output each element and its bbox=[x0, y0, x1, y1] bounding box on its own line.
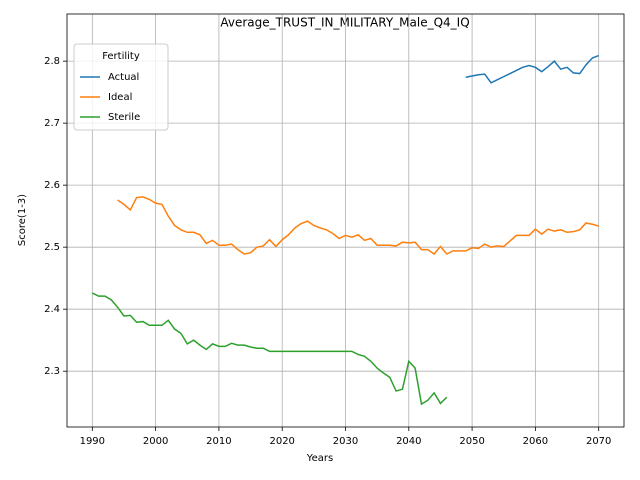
legend-label: Sterile bbox=[108, 112, 140, 123]
series-line bbox=[465, 54, 599, 84]
x-tick-label: 2070 bbox=[586, 436, 611, 447]
x-tick-label: 1990 bbox=[80, 436, 105, 447]
x-tick-label: 2030 bbox=[333, 436, 358, 447]
legend-label: Ideal bbox=[108, 92, 132, 103]
x-axis-label: Years bbox=[306, 453, 333, 464]
x-tick-label: 2020 bbox=[269, 436, 294, 447]
y-tick-label: 2.7 bbox=[44, 118, 60, 129]
y-tick-label: 2.5 bbox=[44, 242, 60, 253]
x-tick-label: 2040 bbox=[396, 436, 421, 447]
y-tick-label: 2.8 bbox=[44, 56, 60, 67]
y-tick-label: 2.3 bbox=[44, 366, 60, 377]
x-tick-label: 2050 bbox=[459, 436, 484, 447]
y-tick-label: 2.4 bbox=[44, 304, 60, 315]
legend-title: Fertility bbox=[102, 51, 140, 62]
chart-title: Average_TRUST_IN_MILITARY_Male_Q4_IQ bbox=[220, 16, 469, 30]
legend-label: Actual bbox=[108, 72, 139, 83]
x-tick-label: 2000 bbox=[143, 436, 168, 447]
series-line bbox=[117, 196, 599, 255]
plot-frame bbox=[66, 13, 625, 428]
series-line bbox=[91, 292, 448, 406]
y-tick-label: 2.6 bbox=[44, 180, 60, 191]
y-axis-label: Score(1-3) bbox=[17, 194, 28, 246]
legend-box bbox=[73, 43, 169, 131]
x-tick-label: 2010 bbox=[206, 436, 231, 447]
x-tick-label: 2060 bbox=[523, 436, 548, 447]
